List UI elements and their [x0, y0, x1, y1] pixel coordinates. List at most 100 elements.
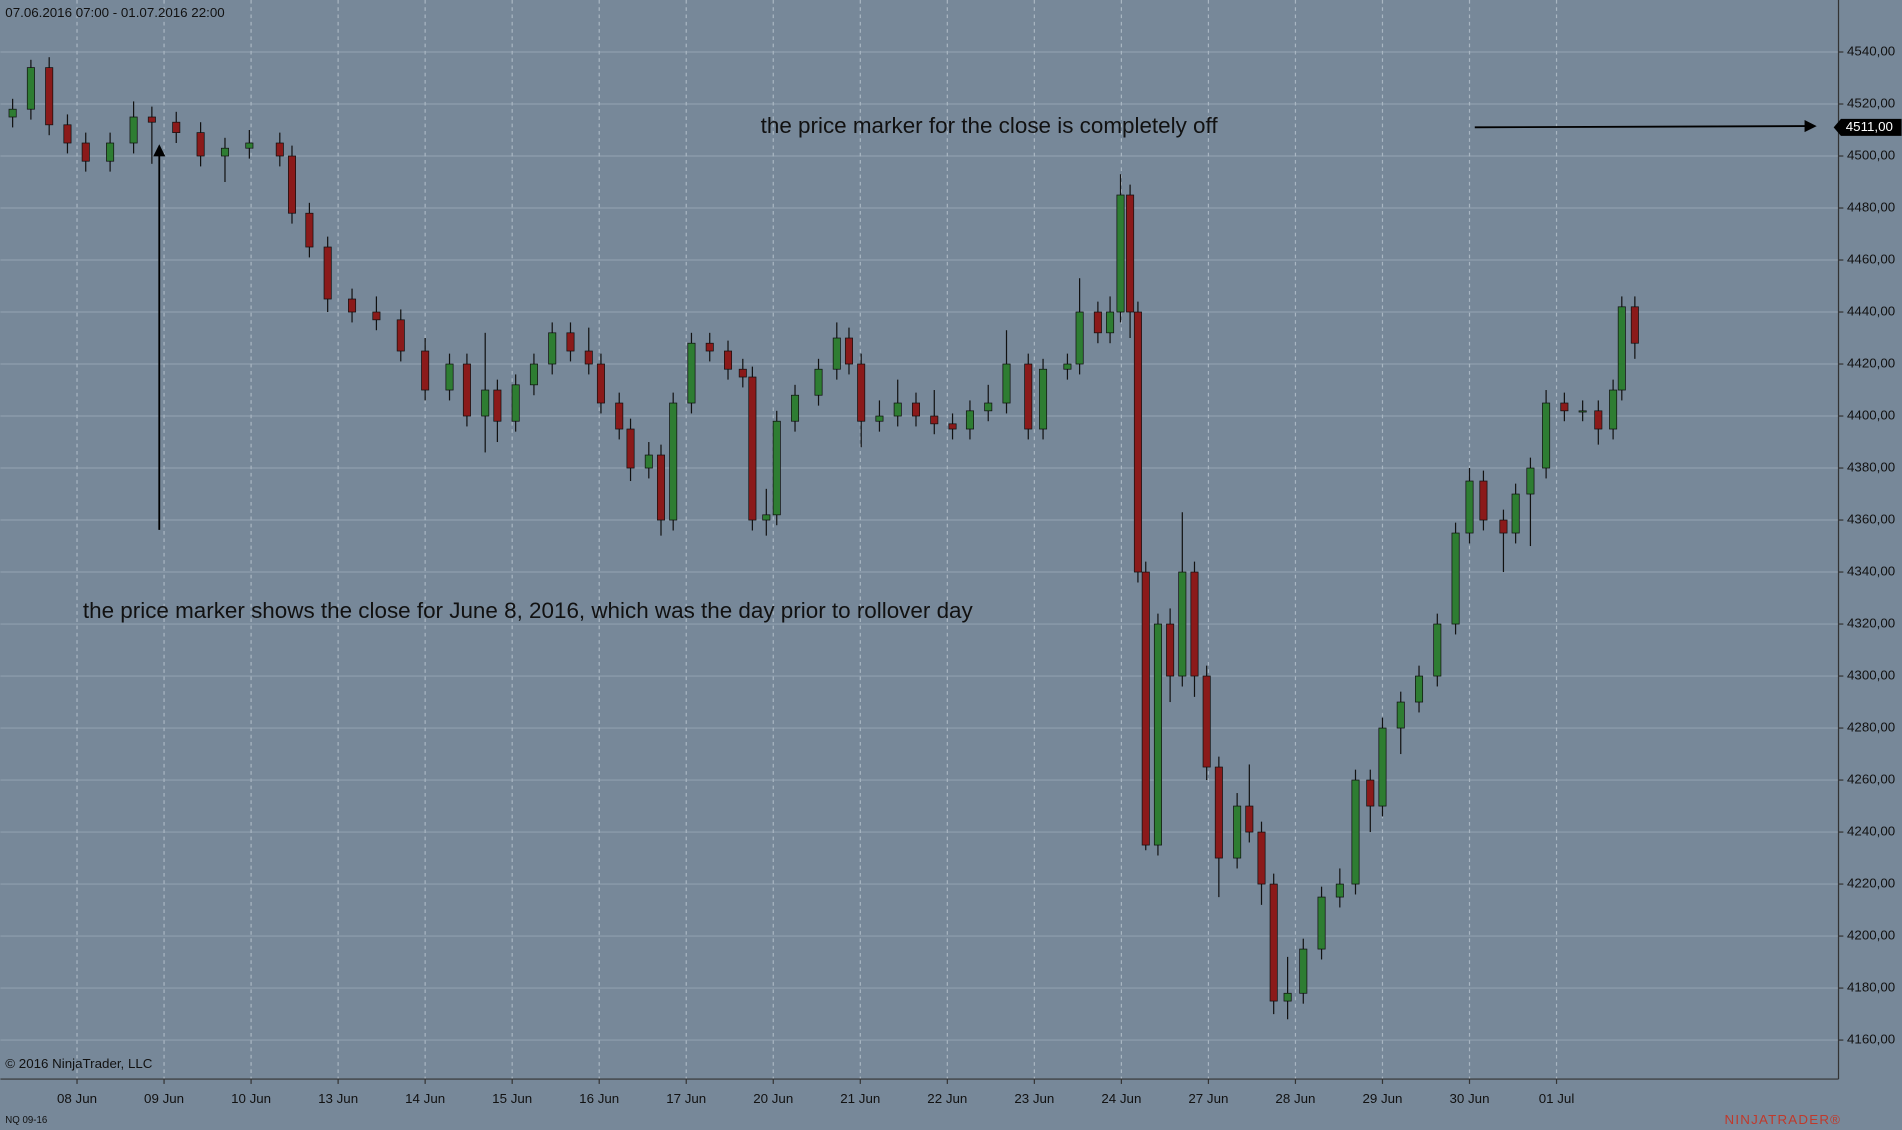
- candle-body: [644, 454, 653, 469]
- candle-body: [1269, 883, 1278, 1002]
- date-range: 07.06.2016 07:00 - 01.07.2016 22:00: [5, 5, 224, 20]
- x-tick-label: 21 Jun: [840, 1091, 880, 1106]
- candle-body: [45, 67, 54, 126]
- candle-body: [1214, 766, 1223, 859]
- candle-body: [1415, 675, 1424, 703]
- y-tick-label: 4500,00: [1847, 148, 1895, 163]
- candle-body: [1190, 571, 1199, 677]
- candle-body: [584, 350, 593, 365]
- candle-body: [245, 142, 254, 149]
- candle-body: [844, 337, 853, 365]
- candle-body: [481, 389, 490, 417]
- x-tick-label: 08 Jun: [57, 1091, 97, 1106]
- candle-body: [984, 402, 993, 412]
- candle-body: [493, 389, 502, 422]
- candle-body: [348, 298, 357, 313]
- price-marker-label: 4511,00: [1846, 119, 1893, 134]
- y-tick-label: 4460,00: [1847, 252, 1895, 267]
- annotation-arrowhead: [1804, 120, 1817, 133]
- candle-body: [421, 350, 430, 391]
- candle-body: [762, 514, 771, 521]
- candle-body: [857, 363, 866, 422]
- x-tick-label: 27 Jun: [1188, 1091, 1228, 1106]
- annotation-arrow: [1474, 125, 1807, 129]
- price-marker: [1833, 118, 1902, 136]
- candle-body: [1299, 948, 1308, 994]
- candle-body: [965, 410, 974, 430]
- annotation: the price marker for the close is comple…: [761, 113, 1219, 138]
- candle-body: [656, 454, 665, 521]
- candle-body: [1002, 363, 1011, 404]
- candle-body: [63, 124, 72, 144]
- candle-body: [1630, 306, 1639, 344]
- x-tick-label: 22 Jun: [927, 1091, 967, 1106]
- candle-body: [1202, 675, 1211, 768]
- y-tick-label: 4540,00: [1847, 44, 1895, 59]
- candle-body: [8, 108, 17, 118]
- candle-body: [1351, 779, 1360, 885]
- candle-body: [275, 142, 284, 157]
- candle-body: [948, 423, 957, 430]
- candle-body: [669, 402, 678, 521]
- candle-body: [81, 142, 90, 162]
- candle-body: [372, 311, 381, 321]
- y-tick-label: 4420,00: [1847, 356, 1895, 371]
- candle-body: [1178, 571, 1187, 677]
- y-tick-label: 4280,00: [1847, 720, 1895, 735]
- x-tick-label: 16 Jun: [579, 1091, 619, 1106]
- y-tick-label: 4320,00: [1847, 616, 1895, 631]
- candle-body: [1479, 480, 1488, 521]
- y-tick-label: 4520,00: [1847, 96, 1895, 111]
- candle-body: [196, 132, 205, 157]
- y-tick-label: 4160,00: [1847, 1032, 1895, 1047]
- y-tick-label: 4400,00: [1847, 408, 1895, 423]
- candle-body: [596, 363, 605, 404]
- candle-body: [147, 116, 156, 123]
- candle-body: [1609, 389, 1618, 430]
- candle-body: [1024, 363, 1033, 430]
- candle-body: [1378, 727, 1387, 807]
- x-tick-label: 13 Jun: [318, 1091, 358, 1106]
- annotation: the price marker shows the close for Jun…: [83, 598, 974, 623]
- x-tick-label: 14 Jun: [405, 1091, 445, 1106]
- x-tick-label: 20 Jun: [753, 1091, 793, 1106]
- candle-body: [748, 376, 757, 521]
- candle-body: [1526, 467, 1535, 495]
- candle-body: [1106, 311, 1115, 334]
- y-tick-label: 4340,00: [1847, 564, 1895, 579]
- candle-body: [529, 363, 538, 386]
- y-tick-label: 4480,00: [1847, 200, 1895, 215]
- x-tick-label: 29 Jun: [1362, 1091, 1402, 1106]
- x-tick-label: 10 Jun: [231, 1091, 271, 1106]
- candle-body: [1093, 311, 1102, 334]
- candle-body: [791, 394, 800, 422]
- candle-body: [566, 332, 575, 352]
- candle-body: [1317, 896, 1326, 950]
- y-tick-label: 4240,00: [1847, 824, 1895, 839]
- candle-body: [911, 402, 920, 417]
- candle-body: [1560, 402, 1569, 412]
- candle-body: [1166, 623, 1175, 677]
- candle-body: [1366, 779, 1375, 807]
- candle-body: [1465, 480, 1474, 534]
- candle-body: [220, 147, 229, 157]
- candle-body: [875, 415, 884, 422]
- candle-body: [323, 246, 332, 300]
- candle-body: [814, 368, 823, 396]
- x-tick-label: 09 Jun: [144, 1091, 184, 1106]
- x-tick-label: 30 Jun: [1449, 1091, 1489, 1106]
- candle-body: [1039, 368, 1048, 430]
- candle-body: [1141, 571, 1150, 846]
- y-tick-label: 4360,00: [1847, 512, 1895, 527]
- axes: 4160,00 4180,00 4200,00 4220,00 4240,00 4260,…: [57, 44, 1902, 1106]
- candle-body: [1116, 194, 1125, 313]
- x-tick-label: 17 Jun: [666, 1091, 706, 1106]
- candle-body: [1578, 410, 1587, 413]
- candle-body: [893, 402, 902, 417]
- candle-body: [1511, 493, 1520, 534]
- y-tick-label: 4200,00: [1847, 928, 1895, 943]
- x-tick-label: 23 Jun: [1014, 1091, 1054, 1106]
- candle-body: [1542, 402, 1551, 469]
